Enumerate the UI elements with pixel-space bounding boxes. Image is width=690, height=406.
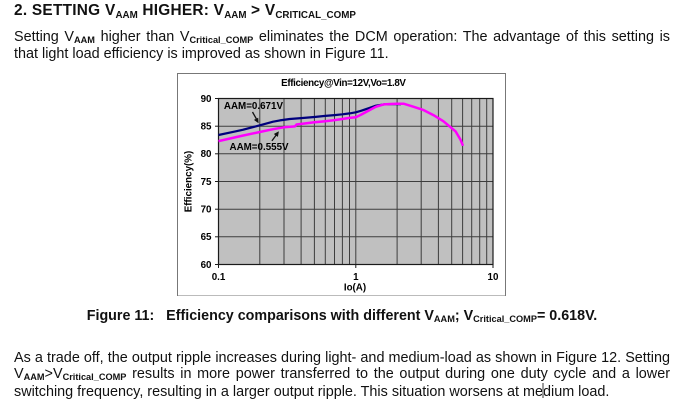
svg-text:AAM=0.555V: AAM=0.555V [230, 142, 290, 153]
svg-text:0.1: 0.1 [212, 272, 226, 283]
svg-text:Efficiency(%): Efficiency(%) [184, 150, 195, 212]
svg-text:70: 70 [201, 204, 212, 215]
svg-text:80: 80 [201, 149, 212, 160]
svg-text:65: 65 [201, 232, 212, 243]
svg-text:1: 1 [353, 272, 359, 283]
svg-text:75: 75 [201, 176, 212, 187]
svg-text:Io(A): Io(A) [344, 282, 366, 293]
svg-text:AAM=0.671V: AAM=0.671V [224, 101, 284, 112]
svg-text:85: 85 [201, 121, 212, 132]
svg-text:90: 90 [201, 93, 212, 104]
svg-text:10: 10 [488, 272, 499, 283]
svg-text:60: 60 [201, 259, 212, 270]
svg-text:Efficiency@Vin=12V,Vo=1.8V: Efficiency@Vin=12V,Vo=1.8V [281, 78, 406, 89]
